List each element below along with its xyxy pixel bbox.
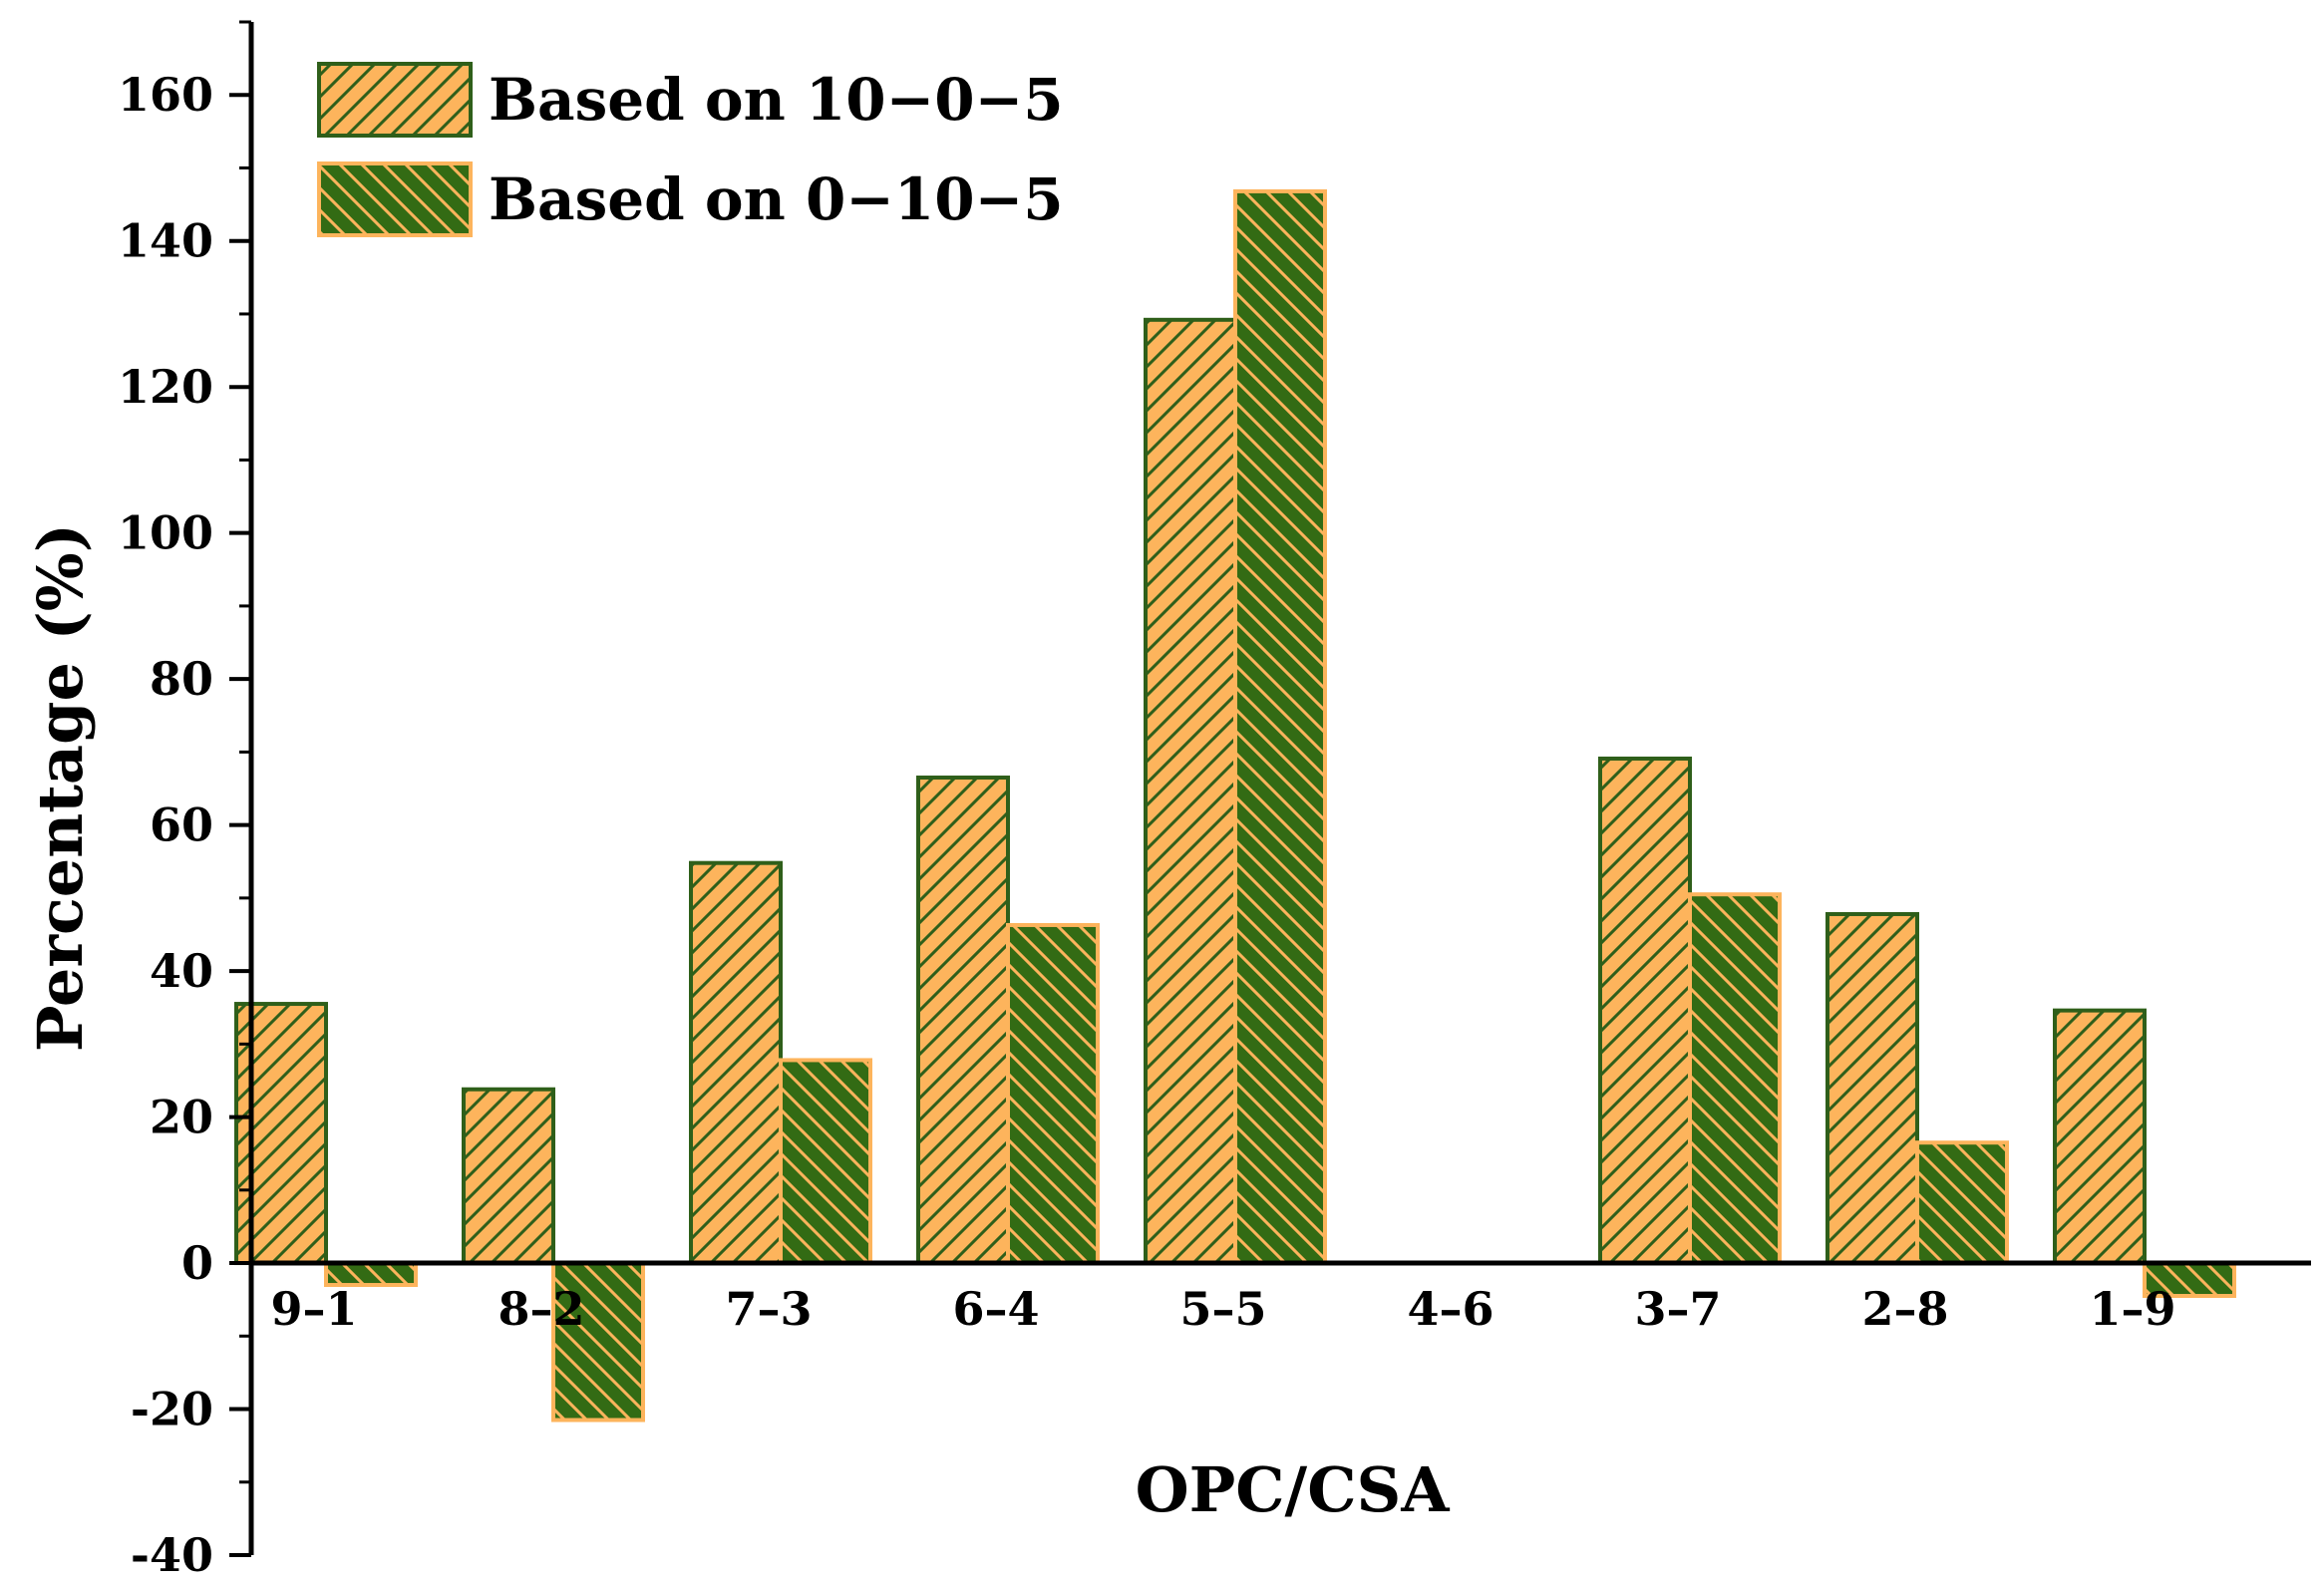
x-category-label: 8–2 bbox=[498, 1282, 584, 1336]
bar-series-2-1–9 bbox=[2143, 1261, 2236, 1299]
bar-series-1-5–5 bbox=[1144, 317, 1237, 1266]
y-tick-label: -40 bbox=[131, 1528, 213, 1582]
legend-swatch-series-1 bbox=[317, 62, 473, 138]
bar-series-2-3–7 bbox=[1688, 892, 1782, 1266]
legend-swatch-series-2 bbox=[317, 161, 473, 237]
y-tick-label: 120 bbox=[118, 360, 213, 414]
y-ticks: -40 -20 0 20 40 60 80 100 120 140 160 bbox=[118, 20, 251, 1582]
x-tick-labels: 9–1 8–2 7–3 6–4 5–5 4–6 3–7 2–8 1–9 bbox=[270, 1282, 2175, 1336]
x-category-label: 5–5 bbox=[1179, 1282, 1266, 1336]
y-tick-label: 20 bbox=[150, 1091, 213, 1144]
x-category-label: 7–3 bbox=[725, 1282, 812, 1336]
y-axis-title: Percentage (%) bbox=[24, 523, 97, 1052]
bar-series-1-2–8 bbox=[1826, 911, 1919, 1266]
x-category-label: 1–9 bbox=[2089, 1282, 2175, 1336]
x-category-label: 4–6 bbox=[1407, 1282, 1494, 1336]
legend-label-series-2: Based on 0−10−5 bbox=[489, 165, 1064, 233]
y-tick-label: 160 bbox=[118, 68, 213, 122]
y-tick-label: 80 bbox=[150, 652, 213, 706]
bars-group bbox=[234, 188, 2236, 1423]
bar-series-2-6–4 bbox=[1006, 922, 1100, 1266]
bar-series-1-6–4 bbox=[916, 776, 1010, 1266]
bar-series-2-5–5 bbox=[1233, 188, 1327, 1266]
legend-label-series-1: Based on 10−0−5 bbox=[489, 66, 1064, 134]
y-tick-label: 140 bbox=[118, 214, 213, 268]
x-category-label: 6–4 bbox=[952, 1282, 1039, 1336]
y-tick-label: 60 bbox=[150, 798, 213, 852]
y-tick-label: -20 bbox=[131, 1383, 213, 1436]
x-category-label: 2–8 bbox=[1861, 1282, 1948, 1336]
bar-series-1-8–2 bbox=[462, 1087, 555, 1266]
y-tick-label: 0 bbox=[181, 1236, 213, 1290]
bar-series-1-1–9 bbox=[2053, 1008, 2147, 1266]
bar-series-1-3–7 bbox=[1598, 756, 1692, 1266]
bar-series-1-7–3 bbox=[689, 860, 783, 1266]
legend: Based on 10−0−5 Based on 0−10−5 bbox=[317, 62, 1064, 237]
bar-series-2-7–3 bbox=[779, 1058, 872, 1266]
x-category-label: 3–7 bbox=[1634, 1282, 1721, 1336]
x-category-label: 9–1 bbox=[270, 1282, 357, 1336]
x-axis-title: OPC/CSA bbox=[1136, 1453, 1451, 1526]
y-tick-label: 40 bbox=[150, 944, 213, 998]
y-tick-label: 100 bbox=[118, 506, 213, 560]
bar-series-2-2–8 bbox=[1915, 1140, 2009, 1266]
